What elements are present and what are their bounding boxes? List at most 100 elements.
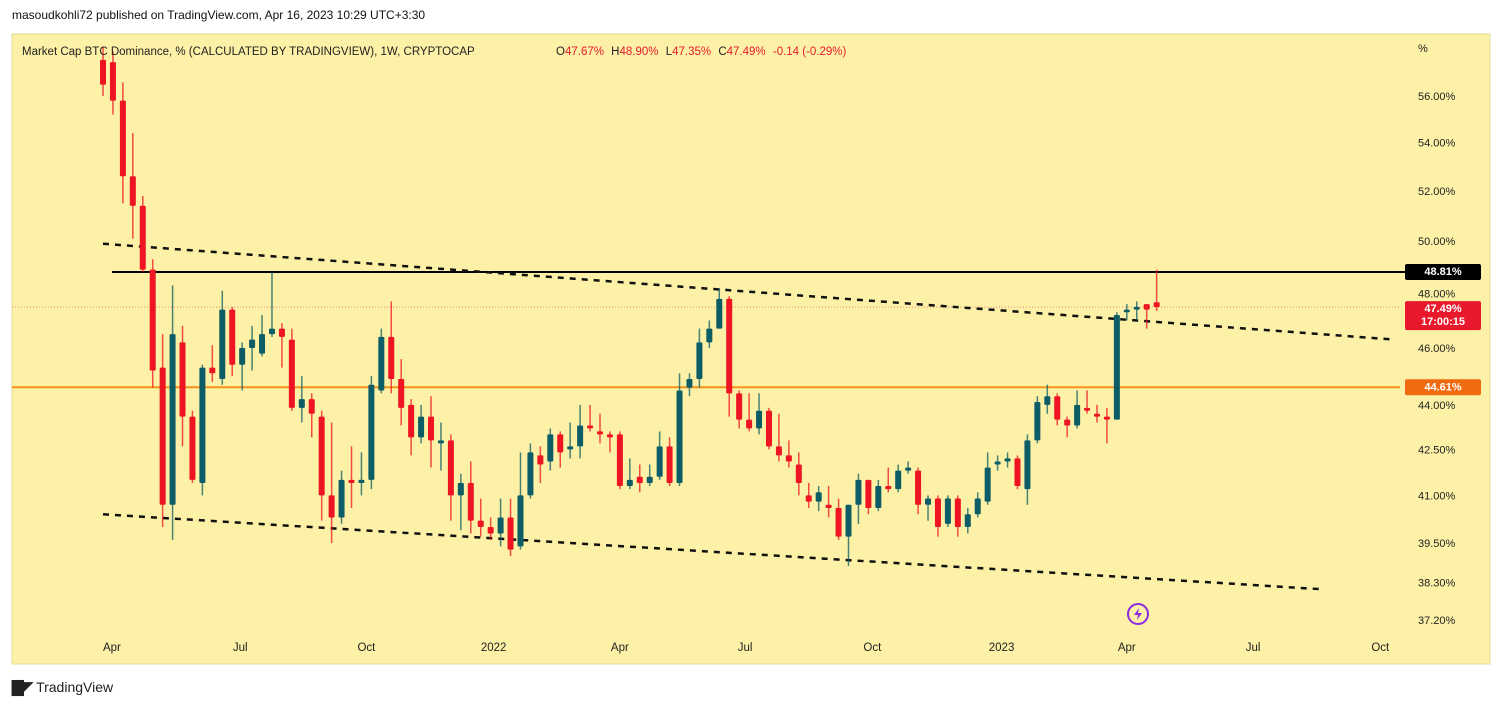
candle-down	[616, 431, 623, 490]
y-tick-label: 56.00%	[1418, 91, 1456, 103]
candle-down	[159, 334, 166, 528]
candle-up	[358, 452, 365, 496]
candle-body	[1103, 416, 1110, 420]
candle-body	[388, 336, 395, 379]
tradingview-logo[interactable]: ▇◤ TradingView	[12, 678, 113, 696]
legend-open: 47.67%	[565, 46, 604, 58]
resistance-price-tag-box	[1405, 264, 1481, 281]
candle-up	[984, 452, 991, 505]
candle-body	[636, 476, 643, 483]
candle-body	[577, 425, 584, 447]
candle-up	[815, 486, 822, 512]
candle-body	[259, 334, 266, 354]
candle-body	[756, 410, 763, 429]
candle-body	[368, 384, 375, 480]
candle-down	[1084, 390, 1091, 414]
candle-down	[487, 517, 494, 540]
candle-body	[1133, 306, 1140, 310]
candle-up	[1034, 396, 1041, 444]
candle-down	[149, 259, 156, 388]
candle-down	[477, 498, 484, 537]
logo-text: TradingView	[36, 679, 114, 695]
candle-body	[974, 498, 981, 515]
candle-body	[447, 440, 454, 496]
candle-up	[855, 473, 862, 524]
candle-body	[626, 479, 633, 487]
candle-body	[507, 517, 514, 550]
y-tick-label: 39.50%	[1418, 538, 1456, 550]
candle-body	[865, 479, 872, 508]
y-tick-label: 37.20%	[1418, 615, 1456, 627]
candle-down	[139, 195, 146, 273]
publish-info: masoudkohli72 published on TradingView.c…	[12, 8, 426, 22]
y-tick-label: 41.00%	[1418, 490, 1456, 502]
legend-ohlc: O47.67% H48.90% L47.35% C47.49% -0.14 (-…	[556, 46, 847, 58]
x-tick-label: Apr	[103, 642, 121, 654]
y-tick-label: 54.00%	[1418, 138, 1456, 150]
candle-down	[398, 359, 405, 426]
candle-body	[1143, 304, 1150, 310]
candle-down	[597, 413, 603, 444]
candle-body	[378, 336, 385, 391]
y-tick-label: 48.00%	[1418, 288, 1456, 300]
candle-down	[765, 407, 772, 450]
candle-up	[756, 393, 763, 435]
candle-up	[517, 452, 524, 550]
candle-down	[785, 440, 792, 468]
candle-body	[1113, 314, 1120, 420]
candle-body	[1034, 402, 1041, 441]
candle-up	[706, 320, 713, 348]
candle-down	[229, 306, 236, 377]
candle-body	[606, 434, 613, 438]
y-unit-label: %	[1418, 43, 1428, 55]
candle-up	[1044, 384, 1051, 414]
candle-body	[905, 467, 912, 471]
candle-up	[547, 428, 554, 471]
candle-down	[835, 498, 842, 540]
candle-body	[328, 495, 335, 518]
candle-body	[457, 482, 464, 496]
candle-body	[318, 416, 325, 496]
lightning-icon[interactable]	[1127, 603, 1149, 625]
candle-body	[686, 378, 693, 388]
last-price-tag-text: 47.49%	[1424, 303, 1462, 315]
candle-body	[895, 470, 902, 490]
candle-down	[537, 446, 544, 483]
candle-down	[775, 413, 782, 462]
candle-body	[527, 452, 534, 496]
candle-down	[606, 431, 613, 453]
candle-body	[517, 495, 524, 547]
candle-body	[1044, 396, 1051, 405]
x-tick-label: Oct	[357, 642, 376, 654]
candle-body	[209, 367, 216, 374]
candle-body	[1094, 413, 1100, 417]
candle-up	[219, 290, 226, 385]
candle-body	[219, 309, 226, 379]
candle-down	[587, 404, 594, 432]
candle-body	[885, 486, 892, 490]
legend-high: 48.90%	[619, 46, 658, 58]
candle-up	[686, 373, 693, 397]
candle-body	[984, 467, 991, 502]
x-tick-label: Jul	[233, 642, 248, 654]
legend-l-label: L	[666, 46, 673, 58]
last-price-tag-text: 17:00:15	[1421, 316, 1465, 328]
candle-up	[696, 328, 703, 388]
candle-up	[249, 325, 256, 371]
candle-down	[865, 479, 872, 515]
candle-up	[895, 464, 902, 493]
candle-down	[1094, 404, 1100, 423]
candle-body	[547, 434, 554, 462]
candle-down	[467, 461, 474, 534]
y-tick-label: 38.30%	[1418, 578, 1456, 590]
candle-down	[179, 325, 186, 447]
tradingview-logo-mark: ▇◤	[12, 679, 33, 696]
candle-body	[875, 486, 882, 508]
candle-body	[597, 431, 603, 435]
candle-down	[318, 410, 325, 521]
x-tick-label: Apr	[1118, 642, 1136, 654]
candle-body	[934, 498, 941, 528]
candle-body	[358, 479, 365, 483]
candle-body	[567, 446, 574, 450]
